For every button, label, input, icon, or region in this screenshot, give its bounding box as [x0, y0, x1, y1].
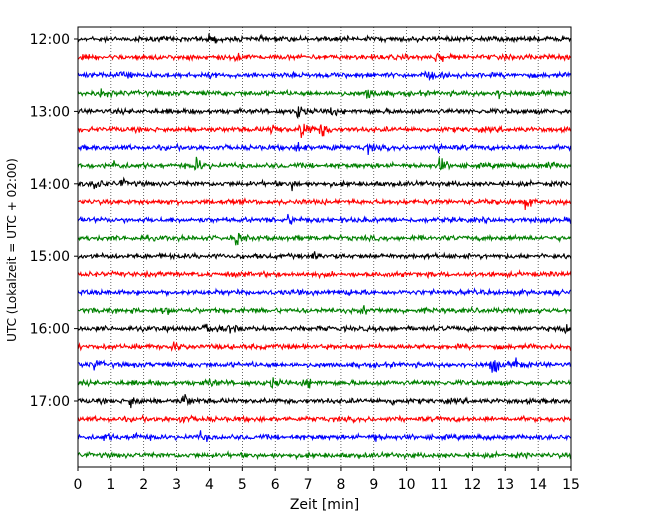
trace-1700	[77, 393, 572, 409]
trace-1630	[77, 357, 572, 373]
x-tick-label: 4	[205, 477, 214, 493]
x-tick-label: 8	[336, 477, 345, 493]
trace-1615	[77, 341, 572, 352]
x-tick-label: 14	[529, 477, 547, 493]
trace-1515	[77, 268, 572, 280]
y-tick-label: 14:00	[30, 177, 70, 193]
x-tick-label: 10	[398, 477, 416, 493]
trace-1330	[77, 141, 572, 155]
x-tick-label: 1	[106, 477, 115, 493]
trace-1600	[77, 323, 572, 335]
trace-1715	[77, 413, 572, 425]
y-tick-label: 15:00	[30, 249, 70, 265]
trace-1415	[77, 197, 572, 210]
y-tick-label: 13:00	[30, 104, 70, 120]
x-axis-label: Zeit [min]	[290, 497, 359, 513]
x-tick-label: 9	[369, 477, 378, 493]
trace-1300	[77, 106, 572, 120]
plot-frame	[77, 26, 572, 468]
trace-1730	[77, 430, 572, 443]
trace-1345	[77, 156, 572, 171]
trace-1545	[77, 305, 572, 316]
y-axis-ticks: 12:00 13:00 14:00 15:00 16:00 17:00	[30, 32, 78, 410]
trace-1430	[77, 213, 572, 225]
x-tick-label: 11	[431, 477, 449, 493]
trace-1500	[77, 251, 572, 261]
x-tick-label: 15	[562, 477, 580, 493]
trace-1315	[77, 123, 572, 138]
x-tick-label: 2	[139, 477, 148, 493]
trace-1645	[77, 377, 572, 390]
y-axis-label: UTC (Lokalzeit = UTC + 02:00)	[5, 158, 19, 342]
x-axis-ticks: 0 1 2 3 4 5 6 7 8 9 10 11 12 13 14 15	[74, 467, 580, 493]
trace-1530	[77, 287, 572, 298]
x-tick-label: 3	[172, 477, 181, 493]
grid-lines	[110, 27, 539, 467]
trace-1745	[77, 449, 572, 461]
x-tick-label: 0	[74, 477, 83, 493]
trace-1400	[77, 176, 572, 192]
trace-1215	[77, 52, 572, 63]
y-tick-label: 16:00	[30, 322, 70, 338]
x-tick-label: 5	[238, 477, 247, 493]
traces	[77, 33, 572, 461]
y-tick-label: 12:00	[30, 32, 70, 48]
x-tick-label: 7	[304, 477, 313, 493]
y-tick-label: 17:00	[30, 394, 70, 410]
x-tick-label: 6	[271, 477, 280, 493]
trace-1445	[77, 232, 572, 246]
trace-1245	[77, 88, 572, 100]
plot-background	[78, 27, 571, 467]
x-tick-label: 12	[463, 477, 481, 493]
trace-1230	[77, 70, 572, 82]
x-tick-label: 13	[496, 477, 514, 493]
trace-1200	[77, 33, 572, 45]
